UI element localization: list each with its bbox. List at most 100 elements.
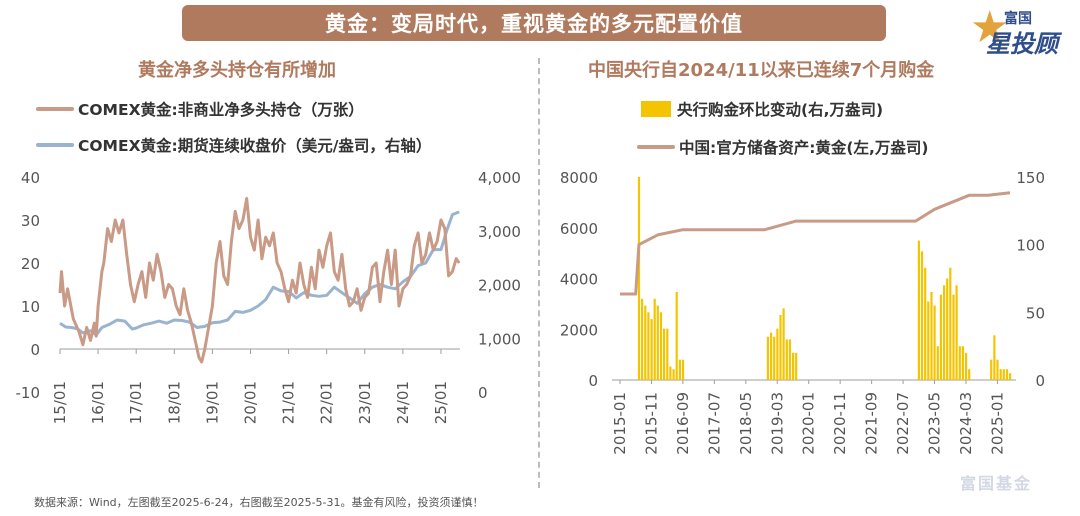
- bar: [641, 298, 644, 380]
- bar: [663, 328, 666, 380]
- bar: [961, 346, 964, 380]
- bar: [965, 352, 968, 380]
- x-tick-label: 22/01: [318, 381, 336, 424]
- y-tick-label: 2000: [560, 321, 598, 339]
- x-tick-label: 2023-05: [926, 392, 944, 455]
- legend-swatch-positions: [36, 107, 74, 111]
- bar: [681, 359, 685, 380]
- bar: [666, 328, 669, 380]
- bar: [776, 328, 779, 380]
- series-line-price: [59, 210, 460, 337]
- bar: [653, 298, 656, 380]
- bar: [795, 352, 798, 380]
- source-note: 数据来源：Wind，左图截至2025-6-24，右图截至2025-5-31。基金…: [34, 496, 484, 509]
- x-tick-label: 2018-05: [737, 392, 755, 455]
- y2-tick-label: 0: [478, 384, 488, 402]
- legend-swatch-reserves: [637, 145, 675, 149]
- star-icon: ★: [970, 2, 1010, 53]
- series-line-reserves: [620, 191, 1011, 296]
- y-tick-label: 30: [21, 212, 40, 230]
- x-tick-label: 17/01: [127, 381, 145, 424]
- y2-tick-label: 1,000: [478, 330, 521, 348]
- bar: [999, 369, 1002, 380]
- y2-tick-label: 4,000: [478, 169, 521, 187]
- x-tick-label: 2016-09: [674, 392, 692, 455]
- x-tick-label: 16/01: [89, 381, 107, 424]
- bar: [672, 369, 675, 380]
- x-tick-label: 20/01: [241, 381, 259, 424]
- bar: [933, 305, 936, 380]
- chart-divider: [538, 58, 540, 488]
- y2-tick-label: 0: [1035, 372, 1045, 390]
- y-tick-label: 6000: [560, 220, 598, 238]
- x-tick-label: 21/01: [280, 381, 298, 424]
- legend-price: COMEX黄金:期货连续收盘价（美元/盎司，右轴）: [36, 134, 431, 156]
- bar: [788, 339, 791, 380]
- x-tick-label: 2024-03: [957, 392, 975, 455]
- y-tick-label: -10: [16, 384, 41, 402]
- bar: [637, 177, 641, 380]
- legend-label-positions: COMEX黄金:非商业净多头持仓（万张）: [78, 101, 364, 119]
- bar: [675, 292, 678, 380]
- bar: [990, 359, 993, 380]
- y2-tick-label: 100: [1016, 237, 1045, 255]
- y-tick-label: 8000: [560, 169, 598, 187]
- logo-line2: 星投顾: [986, 30, 1058, 58]
- logo-line1: 富国: [1004, 11, 1032, 27]
- x-tick-label: 18/01: [165, 381, 183, 424]
- bar: [939, 294, 942, 380]
- legend-reserves: 中国:官方储备资产:黄金(左,万盎司): [637, 136, 928, 158]
- bar: [779, 315, 782, 380]
- legend-bars: 央行购金环比变动(右,万盎司): [641, 98, 883, 120]
- bar: [996, 359, 999, 380]
- y2-tick-label: 2,000: [478, 277, 521, 295]
- bar: [659, 312, 663, 380]
- x-tick-label: 2020-01: [800, 392, 818, 455]
- x-tick-label: 2017-07: [705, 392, 723, 455]
- x-tick-label: 25/01: [432, 381, 450, 424]
- bar: [943, 285, 946, 380]
- bar: [917, 240, 920, 380]
- bar: [955, 285, 958, 380]
- bar: [782, 308, 785, 380]
- legend-swatch-price: [36, 143, 74, 147]
- brand-logo: ★ 富国 星投顾: [970, 2, 1075, 59]
- y2-tick-label: 50: [1026, 304, 1045, 322]
- bar: [1002, 369, 1005, 380]
- legend-swatch-bars: [641, 101, 671, 117]
- y-tick-label: 40: [21, 169, 40, 187]
- y-tick-label: 0: [588, 372, 598, 390]
- legend-label-price: COMEX黄金:期货连续收盘价（美元/盎司，右轴）: [78, 137, 432, 155]
- y-tick-label: 4000: [560, 271, 598, 289]
- y2-tick-label: 3,000: [478, 223, 521, 241]
- watermark: 富国基金: [960, 474, 1033, 493]
- bar: [927, 301, 930, 380]
- x-tick-label: 2020-11: [831, 392, 849, 455]
- x-tick-label: 24/01: [394, 381, 412, 424]
- bar: [770, 332, 773, 380]
- series-line-positions: [58, 197, 461, 364]
- left-chart: -10 0 10 20 30 40 0 1,000 2,000 3,000 4,000 15/01 16…: [16, 169, 521, 424]
- legend-positions: COMEX黄金:非商业净多头持仓（万张）: [36, 98, 364, 120]
- bar: [968, 369, 971, 380]
- x-tick-label: 2021-09: [863, 392, 881, 455]
- x-tick-label: 15/01: [51, 381, 69, 424]
- y-tick-label: 20: [21, 255, 40, 273]
- left-chart-title: 黄金净多头持仓有所增加: [138, 60, 336, 81]
- right-chart-title: 中国央行自2024/11以来已连续7个月购金: [588, 60, 935, 81]
- x-tick-label: 2025-01: [988, 392, 1006, 455]
- bar: [993, 335, 996, 380]
- right-chart: 0 2000 4000 6000 8000 0 50 100 150 2015-01 2015-11…: [560, 169, 1045, 455]
- bar: [650, 319, 653, 380]
- bar: [678, 359, 681, 380]
- bar: [952, 294, 955, 380]
- x-tick-label: 2019-03: [768, 392, 786, 455]
- bar: [647, 312, 650, 380]
- bar: [669, 366, 672, 380]
- bar: [773, 336, 776, 380]
- legend-label-bars: 央行购金环比变动(右,万盎司): [677, 101, 884, 119]
- bar: [920, 251, 924, 380]
- bar: [644, 305, 647, 380]
- x-tick-label: 2015-11: [642, 392, 660, 455]
- bar: [924, 267, 927, 380]
